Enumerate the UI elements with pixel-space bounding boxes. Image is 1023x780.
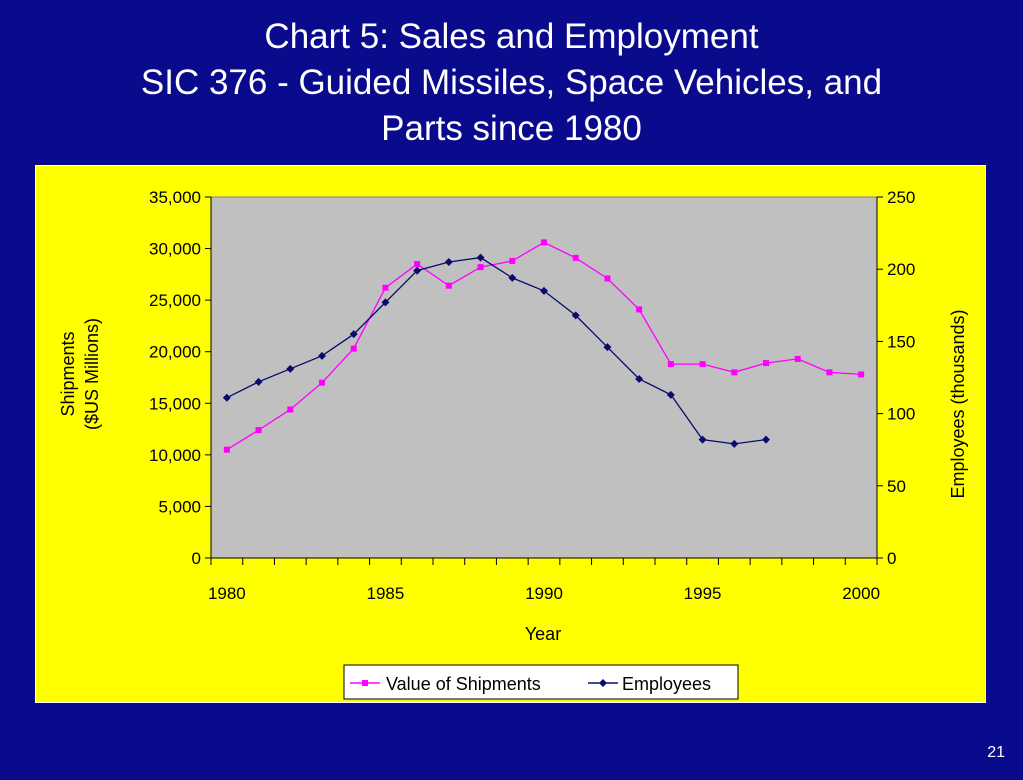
shipments-point <box>382 284 389 291</box>
employees-point <box>762 435 770 444</box>
slide-title: Chart 5: Sales and Employment SIC 376 - … <box>0 14 1023 152</box>
y-left-tick-label: 35,000 <box>149 188 201 207</box>
employees-point <box>349 330 358 339</box>
chart-svg: 0 5,000 10,000 15,000 20,000 25,000 30,000 35,0… <box>58 188 968 700</box>
shipments-point <box>572 254 579 261</box>
shipments-point <box>414 261 421 268</box>
title-line-3: Parts since 1980 <box>381 109 642 148</box>
y-right-tick-label: 0 <box>887 549 896 568</box>
legend-label-employees: Employees <box>622 674 711 694</box>
shipments-point <box>636 306 643 313</box>
y-right-axis-title: Employees (thousands) <box>948 309 968 498</box>
legend-label-shipments: Value of Shipments <box>386 674 541 694</box>
employees-point <box>730 439 739 448</box>
shipments-point <box>763 360 769 367</box>
plot-area <box>210 196 878 559</box>
y-left-axis-title-line1: Shipments <box>58 331 78 416</box>
employees-point <box>286 364 295 373</box>
legend-box <box>343 664 739 700</box>
shipments-point <box>287 406 294 413</box>
employees-point <box>540 286 548 295</box>
shipments-point <box>667 361 674 368</box>
employees-point <box>698 435 707 444</box>
x-tick-label: 1985 <box>367 584 405 603</box>
shipments-point <box>223 446 230 453</box>
y-right-tick-label: 200 <box>887 260 915 279</box>
employees-point <box>476 253 485 262</box>
y-right-tick-label: 50 <box>887 477 906 496</box>
y-right-tick-label: 100 <box>887 405 915 424</box>
y-left-tick-label: 0 <box>192 549 201 568</box>
shipments-point <box>541 239 547 246</box>
shipments-point <box>319 379 325 386</box>
shipments-point <box>509 257 516 264</box>
employees-point <box>318 351 326 360</box>
y-right-tick-label: 150 <box>887 332 915 351</box>
employees-point <box>571 311 580 320</box>
employees-point <box>222 393 231 402</box>
shipments-point <box>699 361 706 368</box>
y-left-axis-title-line2: ($US Millions) <box>82 318 102 430</box>
employees-point <box>635 374 644 383</box>
y-left-tick-label: 5,000 <box>158 497 201 516</box>
shipments-point <box>731 369 738 376</box>
legend-marker-shipments <box>362 680 368 686</box>
y-left-tick-label: 25,000 <box>149 291 201 310</box>
chart-panel: 0 5,000 10,000 15,000 20,000 25,000 30,000 35,0… <box>35 165 986 703</box>
x-tick-label: 1990 <box>525 584 563 603</box>
y-right-tick-label: 250 <box>887 188 915 207</box>
shipments-point <box>477 264 484 271</box>
page-number: 21 <box>987 744 1005 761</box>
x-tick-label: 1995 <box>684 584 722 603</box>
employees-point <box>603 343 612 352</box>
x-axis-title: Year <box>525 624 561 644</box>
employees-point <box>413 266 422 275</box>
shipments-point <box>350 345 357 352</box>
y-left-tick-label: 15,000 <box>149 394 201 413</box>
shipments-point <box>604 275 611 282</box>
series-line-employees <box>226 256 767 445</box>
y-left-tick-label: 30,000 <box>149 240 201 259</box>
y-left-tick-label: 20,000 <box>149 343 201 362</box>
legend-marker-employees <box>599 679 607 687</box>
y-left-tick-label: 10,000 <box>149 446 201 465</box>
title-line-1: Chart 5: Sales and Employment <box>264 17 759 56</box>
employees-point <box>508 273 517 282</box>
title-line-2: SIC 376 - Guided Missiles, Space Vehicle… <box>140 63 883 102</box>
shipments-point <box>858 371 865 378</box>
shipments-point <box>445 282 452 289</box>
x-tick-label: 2000 <box>842 584 880 603</box>
employees-point <box>666 390 675 399</box>
shipments-point <box>794 355 801 362</box>
x-tick-label: 1980 <box>208 584 246 603</box>
shipments-point <box>826 369 833 376</box>
employees-point <box>381 298 390 307</box>
shipments-point <box>255 427 262 434</box>
employees-point <box>444 257 453 266</box>
legend: Value of Shipments Employees <box>343 664 739 700</box>
